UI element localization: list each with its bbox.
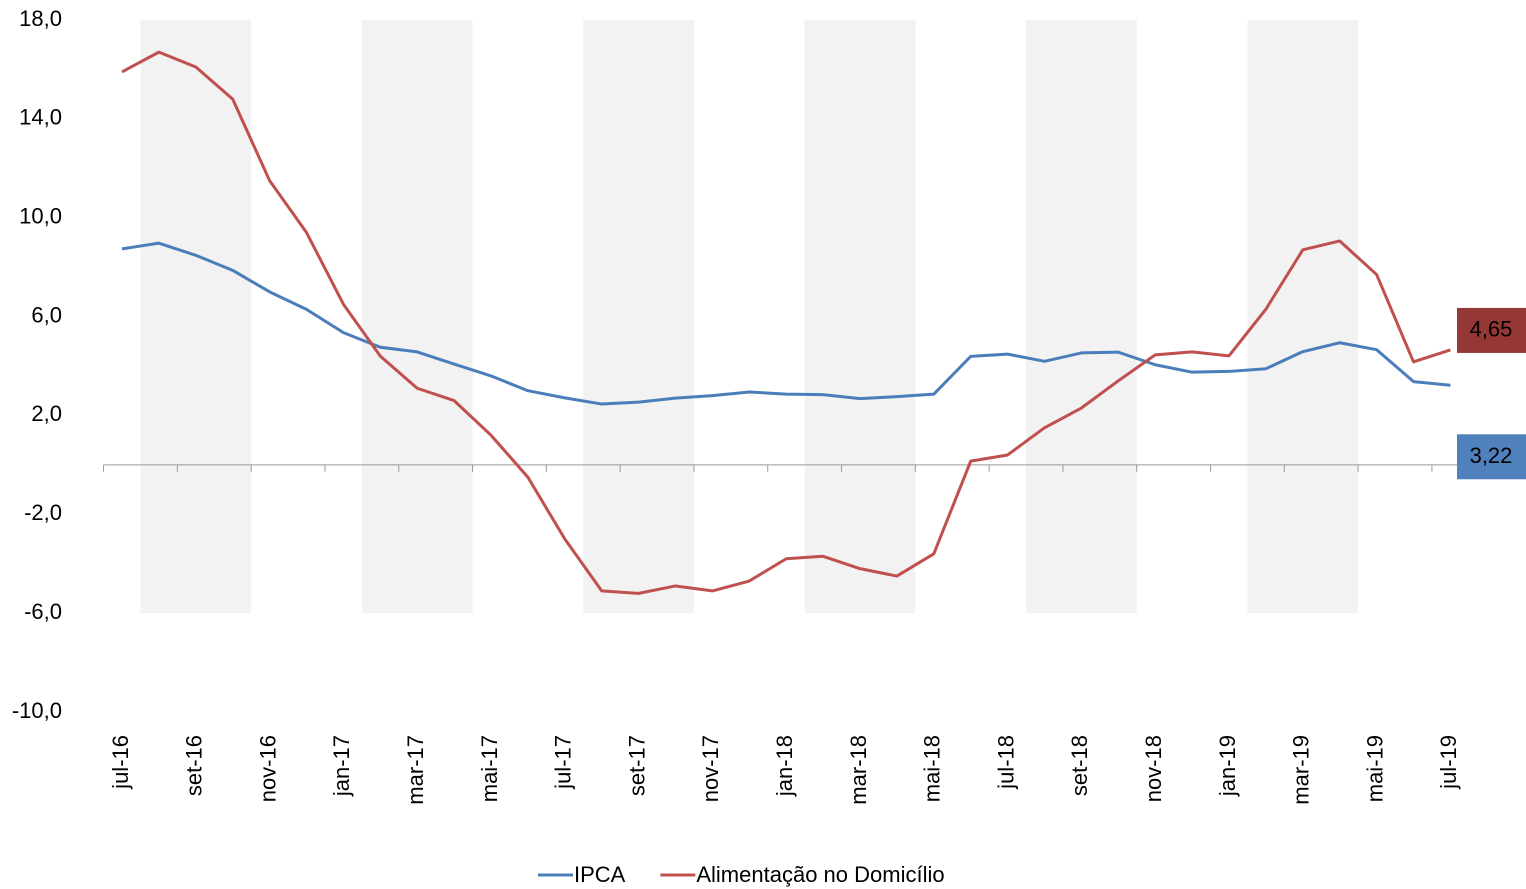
x-tick-label: set-18 — [1067, 735, 1092, 796]
x-tick-label: nov-17 — [698, 735, 723, 802]
shade-band — [1026, 20, 1137, 614]
y-tick-label: -2,0 — [24, 500, 62, 525]
x-tick-label: nov-16 — [255, 735, 280, 802]
y-tick-label: 6,0 — [31, 302, 62, 327]
x-tick-label: jul-17 — [551, 735, 576, 790]
y-tick-label: 10,0 — [19, 204, 62, 229]
legend-label: Alimentação no Domicílio — [696, 862, 944, 887]
x-tick-label: jan-18 — [772, 735, 797, 797]
x-tick-label: mar-17 — [403, 735, 428, 805]
x-tick-label: set-16 — [182, 735, 207, 796]
x-tick-label: mar-18 — [846, 735, 871, 805]
shade-band — [804, 20, 916, 614]
y-tick-label: -6,0 — [24, 599, 62, 624]
x-tick-label: mai-18 — [920, 735, 945, 802]
legend: IPCA Alimentação no Domicílio — [538, 862, 945, 887]
y-tick-label: 14,0 — [19, 105, 62, 130]
x-tick-label: jul-19 — [1436, 735, 1461, 790]
x-tick-label: jan-17 — [329, 735, 354, 797]
series-line — [121, 241, 1451, 406]
value-label-box — [1457, 307, 1526, 353]
x-tick-label: jan-19 — [1215, 735, 1240, 797]
x-tick-label: jul-18 — [993, 735, 1018, 790]
shade-band — [583, 20, 694, 614]
series-line — [121, 50, 1451, 595]
x-tick-label: set-17 — [624, 735, 649, 796]
legend-label: IPCA — [574, 862, 626, 887]
x-tick-label: mar-19 — [1289, 735, 1314, 805]
shade-band — [361, 20, 473, 614]
x-tick-label: jul-16 — [108, 735, 133, 790]
shade-band — [140, 20, 252, 614]
value-label: 4,65 — [1470, 317, 1513, 342]
x-tick-label: mai-19 — [1362, 735, 1387, 802]
y-tick-label: -10,0 — [12, 698, 62, 723]
shade-band — [1247, 20, 1359, 614]
y-tick-label: 2,0 — [31, 401, 62, 426]
value-label-box — [1457, 434, 1526, 480]
x-tick-label: mai-17 — [477, 735, 502, 802]
value-label: 3,22 — [1470, 443, 1513, 468]
x-tick-label: nov-18 — [1141, 735, 1166, 802]
y-tick-label: 18,0 — [19, 6, 62, 31]
